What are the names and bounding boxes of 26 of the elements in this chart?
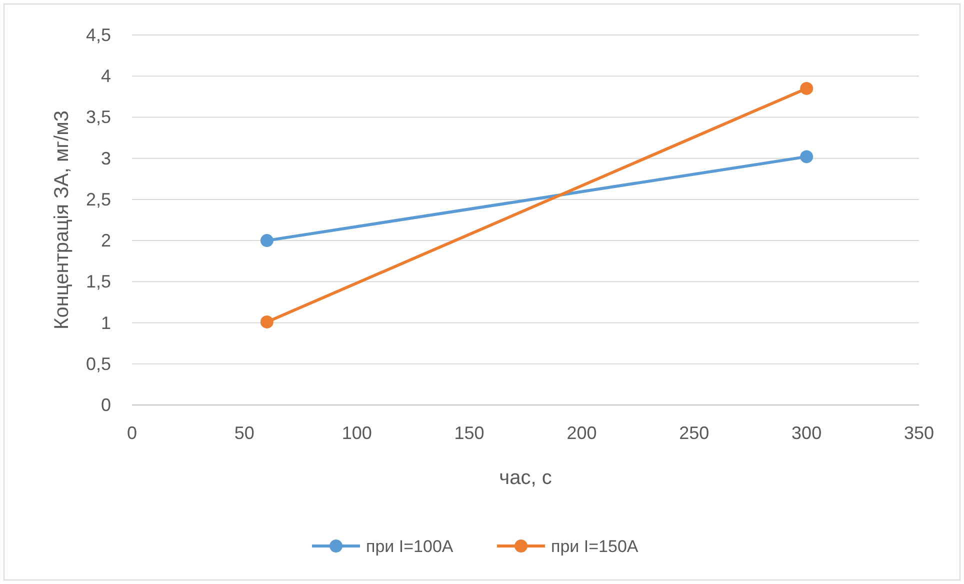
y-tick-label: 1,5 — [86, 272, 111, 292]
y-tick-label: 4,5 — [86, 25, 111, 45]
x-tick-label: 200 — [566, 423, 597, 443]
point — [800, 150, 814, 164]
y-tick-label: 3 — [100, 148, 111, 168]
legend-label: при I=100А — [366, 537, 454, 556]
x-tick-label: 150 — [454, 423, 484, 443]
y-tick-label: 3,5 — [86, 107, 111, 128]
x-tick-label: 350 — [904, 423, 934, 443]
x-axis-title: час, с — [499, 467, 552, 489]
point — [260, 315, 274, 328]
x-tick-label: 300 — [792, 423, 822, 443]
y-tick-label: 0 — [100, 395, 111, 415]
point — [260, 234, 274, 248]
y-tick-label: 1 — [100, 312, 111, 333]
legend-label: при I=150А — [551, 537, 639, 556]
y-axis-title: Концентрація ЗА, мг/м3 — [51, 110, 73, 330]
x-tick-label: 100 — [342, 423, 372, 443]
y-tick-label: 2,5 — [86, 189, 111, 210]
point — [800, 82, 814, 95]
y-tick-label: 0,5 — [86, 354, 111, 374]
y-tick-label: 2 — [100, 230, 111, 251]
x-tick-label: 50 — [234, 423, 254, 443]
y-tick-label: 4 — [100, 66, 111, 86]
x-tick-label: 0 — [126, 423, 138, 443]
x-tick-label: 250 — [679, 423, 710, 443]
